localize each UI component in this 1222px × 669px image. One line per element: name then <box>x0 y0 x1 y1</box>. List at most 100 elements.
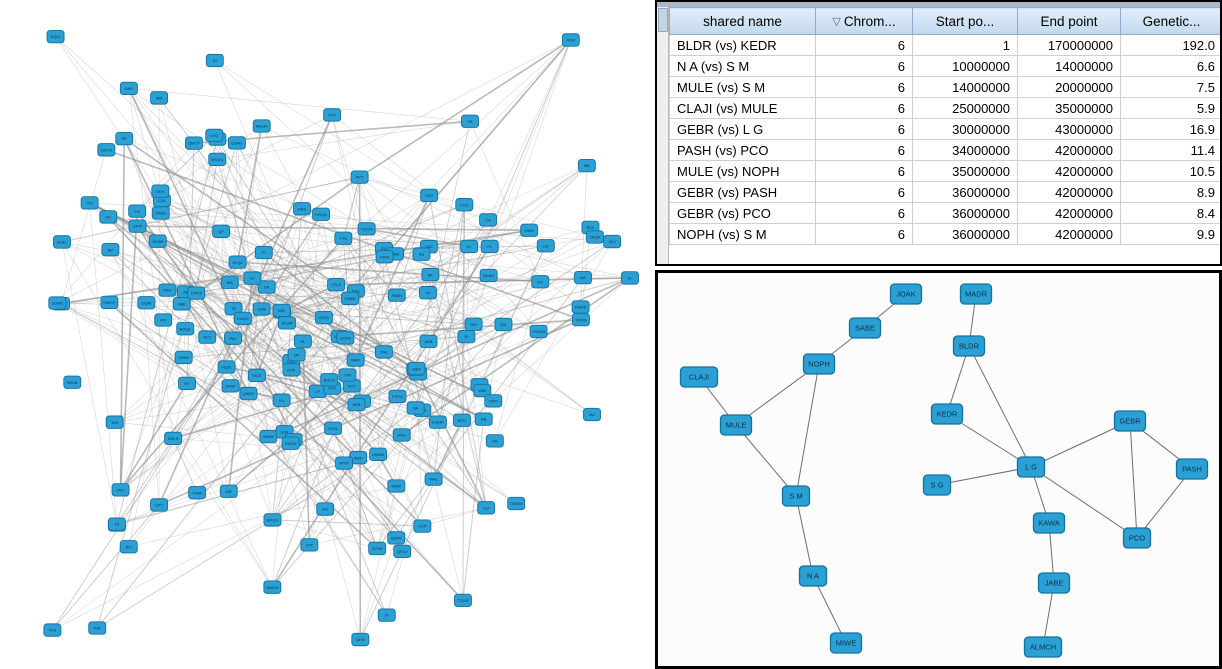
network-edge[interactable] <box>226 125 262 368</box>
network-node[interactable]: DWFE <box>571 300 590 314</box>
network-edge[interactable] <box>272 519 378 549</box>
network-edge[interactable] <box>207 336 303 342</box>
network-node[interactable]: GXP <box>413 519 432 533</box>
network-edge[interactable] <box>281 310 517 504</box>
network-edge[interactable] <box>230 214 322 387</box>
network-edge[interactable] <box>137 225 530 232</box>
network-edge[interactable] <box>366 228 541 283</box>
network-node[interactable]: NY <box>178 376 196 390</box>
network-edge[interactable] <box>331 114 434 480</box>
network-edge[interactable] <box>331 114 581 308</box>
network-node[interactable]: ONG <box>392 428 411 442</box>
network-node[interactable]: PAJ <box>224 331 242 345</box>
network-edge[interactable] <box>114 336 208 423</box>
network-edge[interactable] <box>256 374 357 406</box>
network-node[interactable]: FI <box>254 245 273 260</box>
network-edge[interactable] <box>52 419 463 631</box>
network-edge[interactable] <box>396 277 631 487</box>
network-node[interactable]: KAWA <box>1032 512 1066 534</box>
network-edge[interactable] <box>342 237 419 375</box>
network-node[interactable]: QF <box>212 224 231 238</box>
network-edge[interactable] <box>214 60 430 196</box>
network-edge[interactable] <box>281 236 596 401</box>
network-edge[interactable] <box>272 439 294 520</box>
network-edge[interactable] <box>181 303 483 391</box>
network-edge[interactable] <box>309 274 431 546</box>
network-node[interactable]: DR <box>219 484 238 498</box>
network-edge[interactable] <box>469 121 541 282</box>
network-edge[interactable] <box>462 419 485 601</box>
network-node[interactable]: WEF <box>407 362 426 376</box>
network-node[interactable]: KRQD <box>312 207 331 221</box>
network-edge[interactable] <box>394 253 494 402</box>
network-node[interactable]: HI <box>107 517 126 531</box>
network-edge[interactable] <box>116 138 218 526</box>
network-edge[interactable] <box>416 121 471 369</box>
network-node[interactable]: CXY <box>420 188 439 202</box>
network-edge[interactable] <box>128 88 378 549</box>
network-edge[interactable] <box>158 318 582 506</box>
network-edge[interactable] <box>214 60 325 318</box>
network-node[interactable]: VV <box>272 393 291 407</box>
network-edge[interactable] <box>339 318 581 338</box>
network-edge[interactable] <box>812 575 847 644</box>
network-edge[interactable] <box>271 385 353 588</box>
network-edge[interactable] <box>351 246 490 387</box>
network-node[interactable]: BTC <box>452 413 471 427</box>
network-node[interactable]: TDXR <box>453 593 472 608</box>
table-row[interactable]: GEBR (vs) PCO 6 36000000 42000000 8.4 <box>669 202 1220 224</box>
filter-icon[interactable]: ▽ <box>832 15 841 28</box>
network-edge[interactable] <box>109 301 249 395</box>
network-edge[interactable] <box>96 253 396 629</box>
network-edge[interactable] <box>237 262 262 310</box>
network-edge[interactable] <box>248 208 303 394</box>
network-node[interactable]: CRJL <box>324 421 343 435</box>
network-edge[interactable] <box>52 504 160 631</box>
network-edge[interactable] <box>196 252 265 294</box>
network-edge[interactable] <box>236 142 423 527</box>
network-node[interactable]: GEBR <box>1113 410 1147 432</box>
network-edge[interactable] <box>217 120 471 160</box>
network-edge[interactable] <box>96 453 379 629</box>
main-network-canvas[interactable]: JNOKFUFLDROLIOYRBEFEOBEPPTKUIAJEMRORCSBD… <box>0 0 655 669</box>
network-node[interactable]: KAOC <box>233 311 252 326</box>
network-edge[interactable] <box>427 292 463 421</box>
network-edge[interactable] <box>214 60 504 325</box>
network-node[interactable]: KEUE <box>63 375 82 389</box>
network-node[interactable]: OHIH <box>174 350 193 365</box>
network-node[interactable]: EKH <box>151 184 170 198</box>
network-edge[interactable] <box>120 125 262 490</box>
network-edge[interactable] <box>351 274 431 386</box>
network-edge[interactable] <box>55 36 244 319</box>
network-edge[interactable] <box>172 438 273 588</box>
network-node[interactable]: FN <box>412 247 431 261</box>
network-edge[interactable] <box>329 245 546 380</box>
network-edge[interactable] <box>317 284 337 392</box>
network-node[interactable]: N A <box>798 565 828 587</box>
network-edge[interactable] <box>361 401 517 504</box>
network-node[interactable]: MLMJ <box>479 268 498 283</box>
network-edge[interactable] <box>291 195 430 361</box>
network-edge[interactable] <box>128 88 385 353</box>
network-edge[interactable] <box>332 428 378 549</box>
network-edge[interactable] <box>290 360 379 455</box>
network-node[interactable]: KPK <box>282 363 301 377</box>
network-edge[interactable] <box>735 363 820 426</box>
network-edge[interactable] <box>359 176 489 276</box>
network-node[interactable]: L G <box>1016 456 1046 478</box>
table-row[interactable]: MULE (vs) NOPH 6 35000000 42000000 10.5 <box>669 160 1220 182</box>
network-node[interactable]: FABH <box>387 288 406 302</box>
network-node[interactable]: NOPH <box>802 353 836 375</box>
network-node[interactable]: FRH <box>158 283 177 297</box>
network-edge[interactable] <box>114 241 613 423</box>
network-node[interactable]: GPIP <box>128 219 147 233</box>
network-edge[interactable] <box>323 228 367 318</box>
table-row[interactable]: MULE (vs) S M 6 14000000 20000000 7.5 <box>669 76 1220 98</box>
network-edge[interactable] <box>1030 420 1131 468</box>
network-edge[interactable] <box>256 311 283 376</box>
network-edge[interactable] <box>137 225 483 391</box>
network-edge[interactable] <box>968 345 1032 468</box>
network-node[interactable]: BLDR <box>952 335 986 357</box>
network-edge[interactable] <box>114 248 385 423</box>
network-edge[interactable] <box>57 39 571 304</box>
